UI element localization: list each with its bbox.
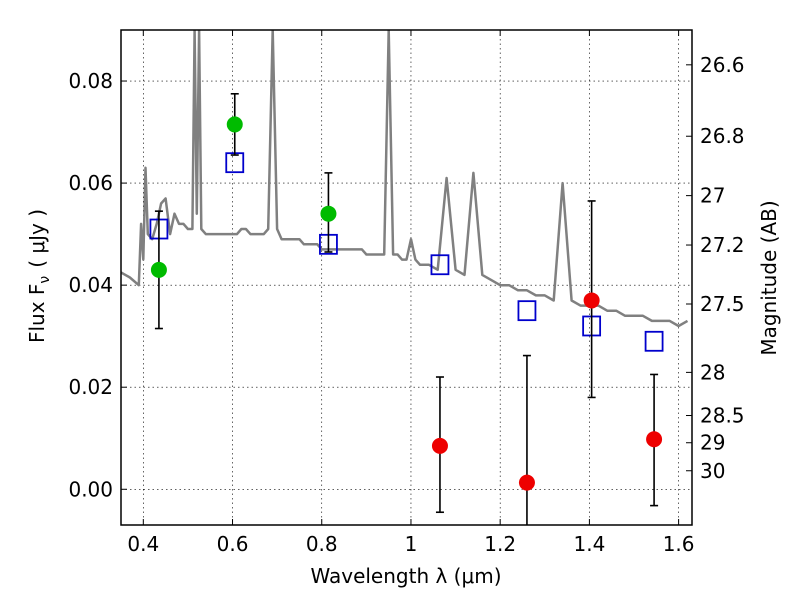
observed-flux-point	[431, 437, 448, 454]
plot-frame	[120, 29, 693, 526]
y-tick-label: 0.06	[68, 171, 113, 195]
observed-flux-point	[320, 205, 337, 222]
y-tick-label: 0.04	[68, 273, 113, 297]
observed-flux-point	[226, 116, 243, 133]
y-axis-label-units: ( μJy )	[25, 209, 49, 268]
observed-flux-point	[150, 261, 167, 278]
y-right-tick-label: 27.2	[700, 233, 745, 257]
x-axis-label: Wavelength λ (μm)	[310, 564, 501, 588]
model-flux-square	[225, 152, 245, 174]
observed-flux-point	[518, 474, 535, 491]
y-right-tick-label: 27	[700, 184, 725, 208]
y-right-tick-label: 29	[700, 431, 725, 455]
y-axis-right-label: Magnitude (AB)	[757, 200, 781, 355]
y-tick-label: 0.08	[68, 69, 113, 93]
y-right-tick-label: 28.5	[700, 404, 745, 428]
y-axis-label: Flux Fν ( μJy )	[25, 209, 53, 343]
observed-flux-point	[646, 431, 663, 448]
x-tick-label: 1.2	[484, 532, 516, 556]
template-spectrum-line	[121, 30, 689, 328]
axis-ticks: 0.4 0.6 0.8 1 1.2 1.4 1.6 0.00 0.02 0.04 0.06 0.08 2…	[68, 30, 745, 556]
y-right-tick-label: 27.5	[700, 292, 745, 316]
x-tick-label: 1.6	[663, 532, 695, 556]
y-right-tick-label: 26.8	[700, 124, 745, 148]
model-flux-square	[517, 300, 537, 322]
y-right-tick-label: 26.6	[700, 53, 745, 77]
y-tick-label: 0.02	[68, 375, 113, 399]
x-tick-label: 0.8	[306, 532, 338, 556]
observed-flux-point	[583, 292, 600, 309]
x-tick-label: 1.4	[573, 532, 605, 556]
x-tick-label: 0.6	[217, 532, 249, 556]
y-right-tick-label: 28	[700, 360, 725, 384]
y-axis-label-subscript: ν	[37, 276, 53, 284]
plot-area	[121, 30, 689, 525]
y-right-tick-label: 30	[700, 459, 725, 483]
x-tick-label: 1	[405, 532, 418, 556]
y-axis-label-main: Flux F	[25, 284, 49, 343]
grid-lines	[121, 30, 692, 525]
model-flux-square	[430, 254, 450, 276]
x-tick-label: 0.4	[127, 532, 159, 556]
y-tick-label: 0.00	[68, 477, 113, 501]
model-flux-square	[644, 330, 664, 352]
